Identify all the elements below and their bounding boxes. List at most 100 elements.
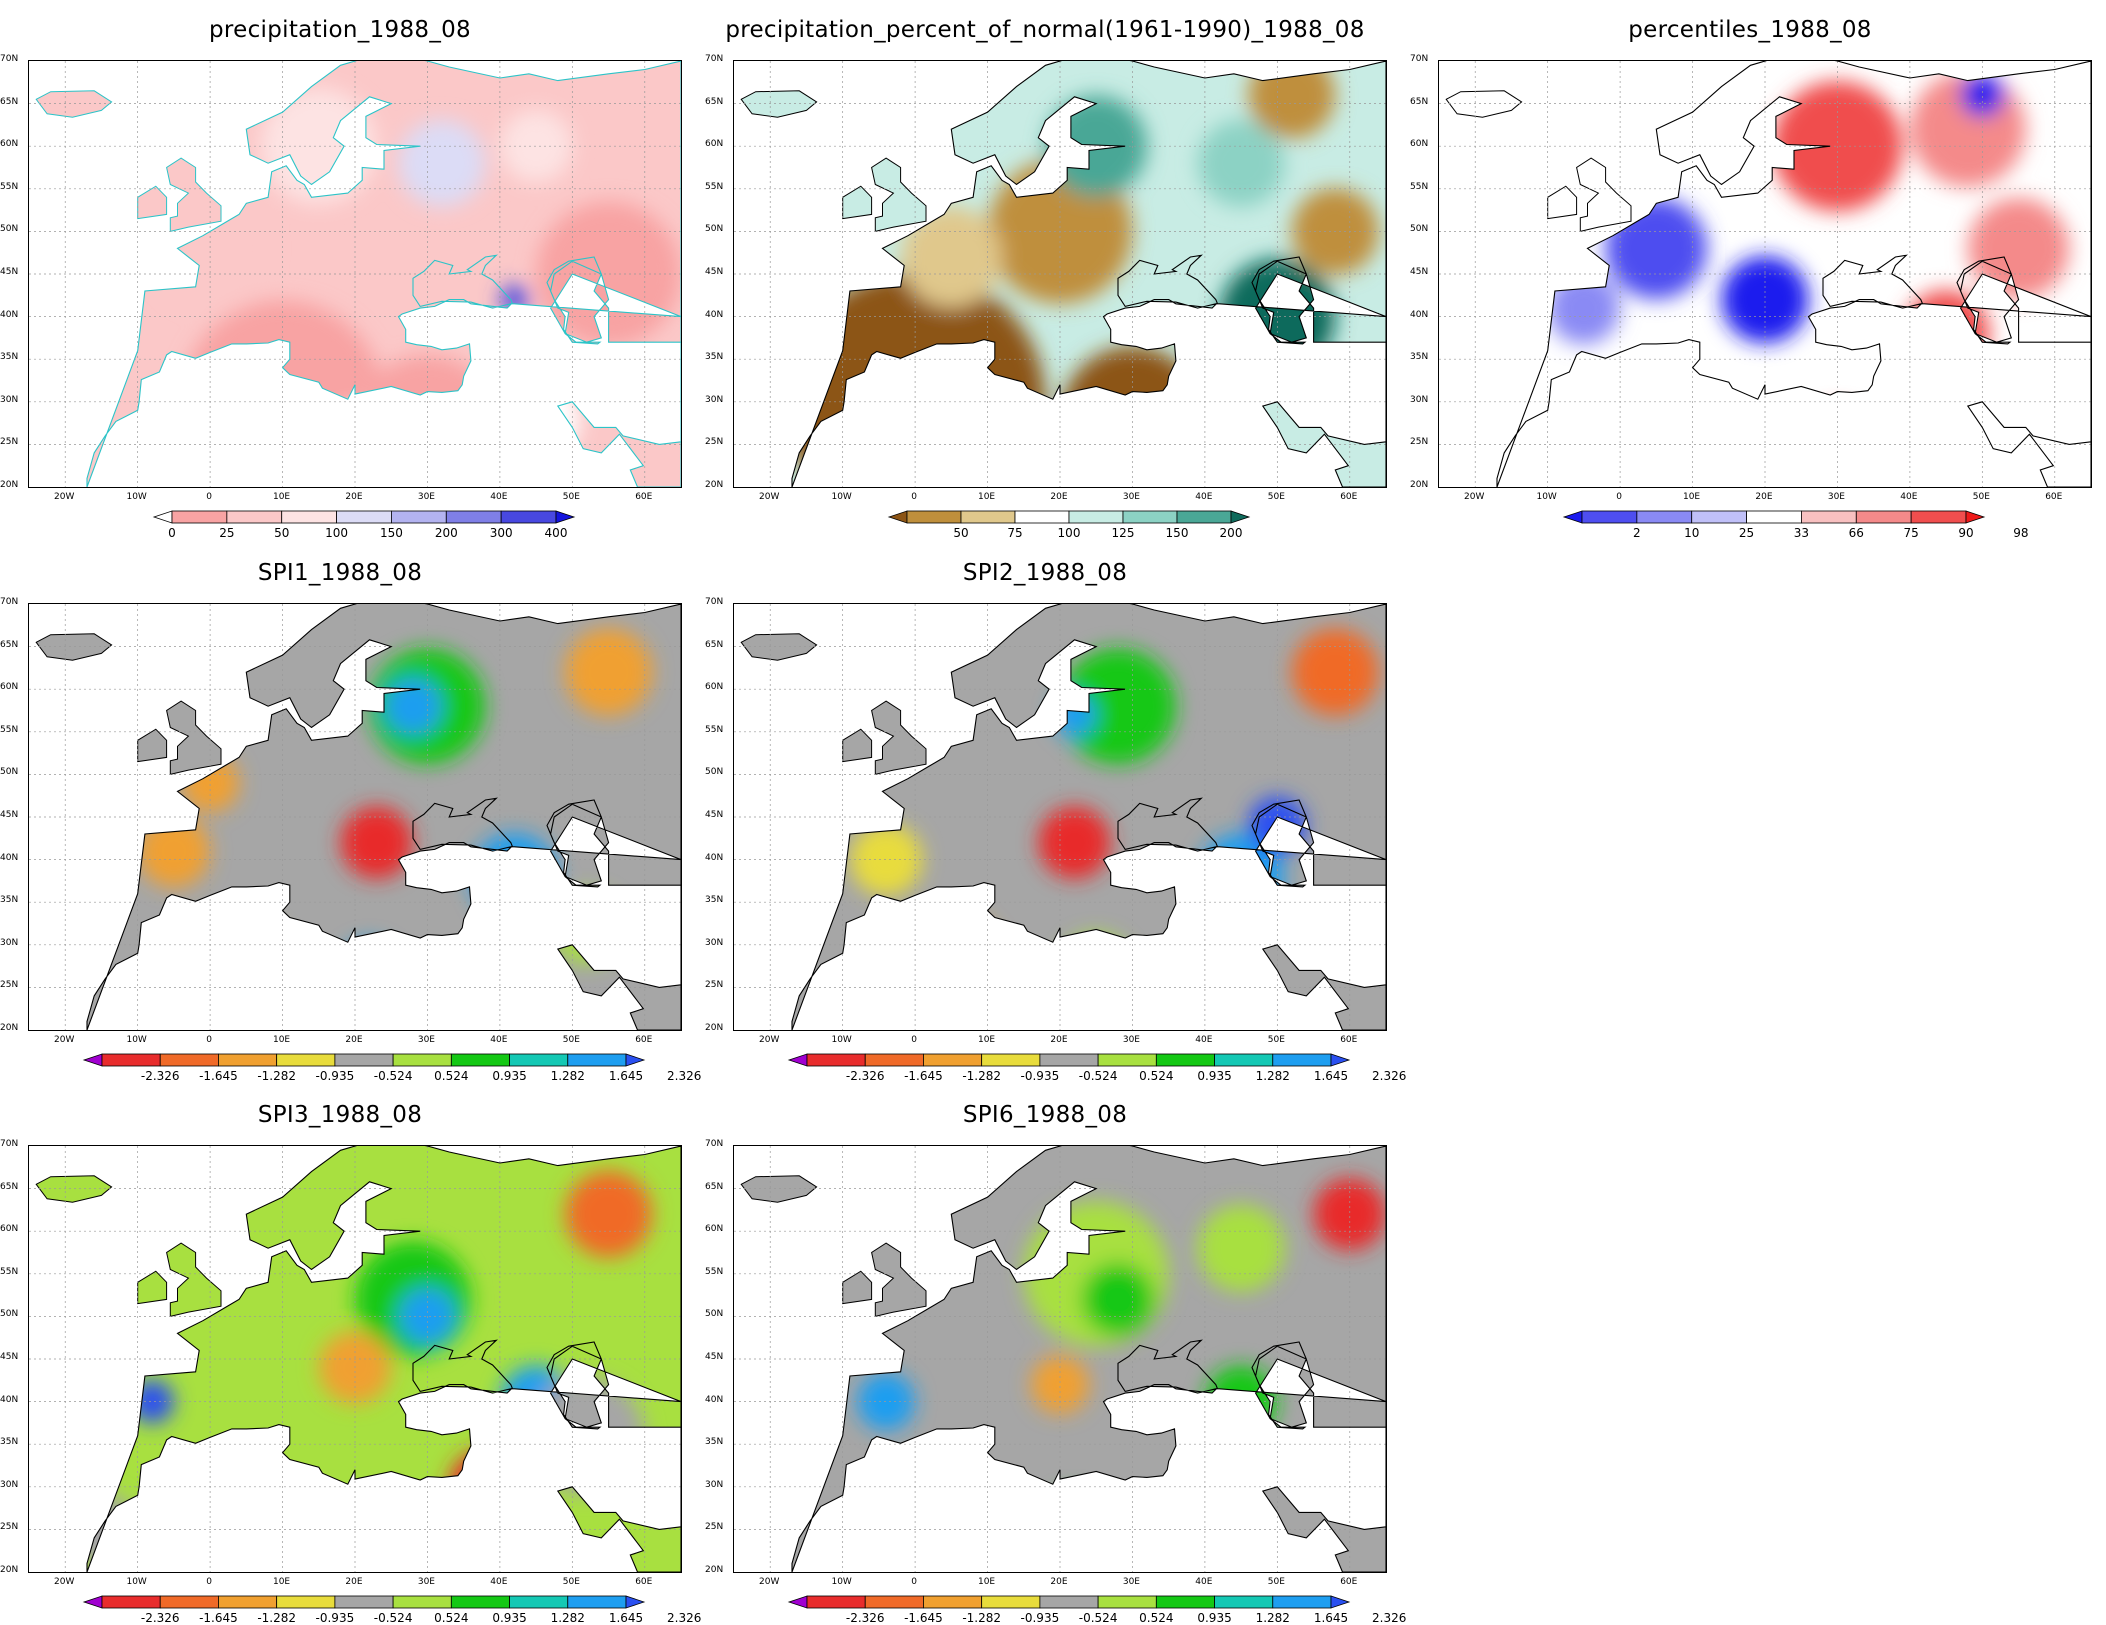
field-anomaly xyxy=(565,628,653,716)
map-panel-spi3: SPI3_1988_08 70N 65N 60N 55N 50N 45N 40N 35N 30N 2… xyxy=(0,1090,701,1625)
lon-tick-label: 10E xyxy=(1682,492,1701,502)
colorbar-swatch xyxy=(981,1053,1041,1067)
colorbar-label: 0.524 xyxy=(434,1611,469,1625)
lat-tick-label: 60N xyxy=(0,1224,19,1235)
colorbar-swatch xyxy=(218,1595,278,1609)
coastline xyxy=(791,1146,1386,1572)
field-anomaly xyxy=(528,1377,645,1494)
lat-tick-label: 25N xyxy=(705,980,724,991)
lat-tick-label: 50N xyxy=(0,767,19,778)
panel-title: precipitation_percent_of_normal(1961-199… xyxy=(725,17,1365,43)
panel-title: precipitation_1988_08 xyxy=(209,17,471,43)
field-anomaly xyxy=(1045,1491,1104,1550)
lat-tick-label: 30N xyxy=(705,937,724,948)
lat-tick-label: 30N xyxy=(1410,394,1429,405)
lat-tick-label: 50N xyxy=(0,1309,19,1320)
lon-tick-label: 20E xyxy=(1050,492,1068,502)
colorbar-swatch xyxy=(567,1053,627,1067)
lat-tick-label: 60N xyxy=(1410,139,1429,150)
colorbar-label: -1.645 xyxy=(199,1069,238,1083)
lon-tick-label: 10W xyxy=(831,1035,852,1045)
colorbar-swatch xyxy=(960,510,1016,524)
colorbar-swatch xyxy=(509,1053,569,1067)
island-outline xyxy=(137,728,168,763)
island-outline xyxy=(137,1270,168,1305)
colorbar-label: 0.935 xyxy=(492,1069,527,1083)
colorbar-swatch xyxy=(334,1595,394,1609)
colorbar-svg xyxy=(152,510,576,524)
lat-tick-label: 45N xyxy=(705,267,724,277)
colorbar-label: 1.282 xyxy=(550,1611,585,1625)
lat-tick-label: 70N xyxy=(705,597,724,607)
lon-tick-label: 30E xyxy=(417,1577,435,1587)
lat-tick-label: 25N xyxy=(0,437,19,448)
colorbar-label: -1.282 xyxy=(962,1611,1001,1625)
colorbar-label: 25 xyxy=(219,526,235,540)
colorbar-arrow-right xyxy=(1330,1053,1351,1067)
colorbar-swatch xyxy=(276,1595,336,1609)
coastline xyxy=(86,1146,681,1572)
lat-tick-label: 65N xyxy=(705,96,724,107)
lat-tick-label: 20N xyxy=(705,1565,724,1575)
lat-tick-label: 40N xyxy=(1410,309,1429,320)
field-anomaly xyxy=(1081,1263,1155,1336)
lat-tick-label: 35N xyxy=(0,895,19,906)
lon-tick-label: 40E xyxy=(490,1035,508,1045)
map-canvas xyxy=(28,60,682,488)
lon-tick-label: 40E xyxy=(1900,492,1918,502)
lat-tick-label: 45N xyxy=(705,1352,724,1362)
map-svg xyxy=(734,604,1386,1030)
colorbar xyxy=(1562,510,1986,524)
map-svg xyxy=(29,604,681,1030)
lat-tick-label: 40N xyxy=(0,1394,19,1405)
colorbar-swatch xyxy=(1155,1053,1215,1067)
lon-tick-label: 30E xyxy=(417,492,435,502)
colorbar-swatch xyxy=(218,1053,278,1067)
lon-tick-label: 60E xyxy=(1340,1035,1358,1045)
colorbar-label: -0.524 xyxy=(1078,1611,1118,1625)
colorbar-swatch xyxy=(101,1595,161,1609)
colorbar-arrow-left xyxy=(787,1053,808,1067)
lat-tick-label: 35N xyxy=(705,895,724,906)
field-anomaly xyxy=(1967,197,2070,300)
lon-tick-label: 20E xyxy=(1050,1577,1068,1587)
colorbar-label: 98 xyxy=(2013,526,2029,540)
colorbar-swatch xyxy=(1097,1053,1157,1067)
panel-title: SPI3_1988_08 xyxy=(257,1102,423,1128)
colorbar-svg xyxy=(1562,510,1986,524)
lon-tick-label: 60E xyxy=(635,492,653,502)
lat-tick-label: 35N xyxy=(1410,352,1429,363)
lat-tick-label: 30N xyxy=(0,1479,19,1490)
lat-tick-label: 55N xyxy=(0,1266,19,1277)
colorbar-arrow-left xyxy=(1562,510,1583,524)
lat-tick-label: 70N xyxy=(1410,54,1429,64)
colorbar-swatch xyxy=(1068,510,1124,524)
colorbar-swatch xyxy=(1272,1595,1332,1609)
colorbar-svg xyxy=(787,1595,1351,1609)
field-anomaly xyxy=(260,1507,305,1552)
lat-tick-label: 60N xyxy=(705,682,724,693)
colorbar-label: -0.935 xyxy=(1020,1611,1060,1625)
island-outline xyxy=(166,700,222,776)
lon-tick-label: 30E xyxy=(1122,1577,1140,1587)
field-anomaly xyxy=(1801,408,1874,481)
lat-tick-label: 50N xyxy=(705,1309,724,1320)
lat-tick-label: 65N xyxy=(0,96,19,107)
colorbar-arrow-left xyxy=(787,1595,808,1609)
panel-title: SPI1_1988_08 xyxy=(257,560,423,586)
map-canvas xyxy=(733,1145,1387,1573)
field-anomaly xyxy=(1146,1507,1191,1552)
field-anomaly xyxy=(340,941,399,1000)
colorbar-svg xyxy=(787,1053,1351,1067)
lat-tick-label: 20N xyxy=(0,1565,19,1575)
colorbar-label: -1.282 xyxy=(962,1069,1001,1083)
colorbar-label: 0.935 xyxy=(1197,1611,1232,1625)
colorbar-label: -0.524 xyxy=(373,1069,413,1083)
lon-tick-label: 0 xyxy=(1616,492,1622,502)
lon-tick-label: 20W xyxy=(54,1577,75,1587)
coastline xyxy=(86,61,681,487)
colorbar-label: 50 xyxy=(274,526,290,540)
colorbar-arrow-right xyxy=(1965,510,1986,524)
lat-tick-label: 45N xyxy=(705,810,724,820)
map-canvas xyxy=(28,1145,682,1573)
